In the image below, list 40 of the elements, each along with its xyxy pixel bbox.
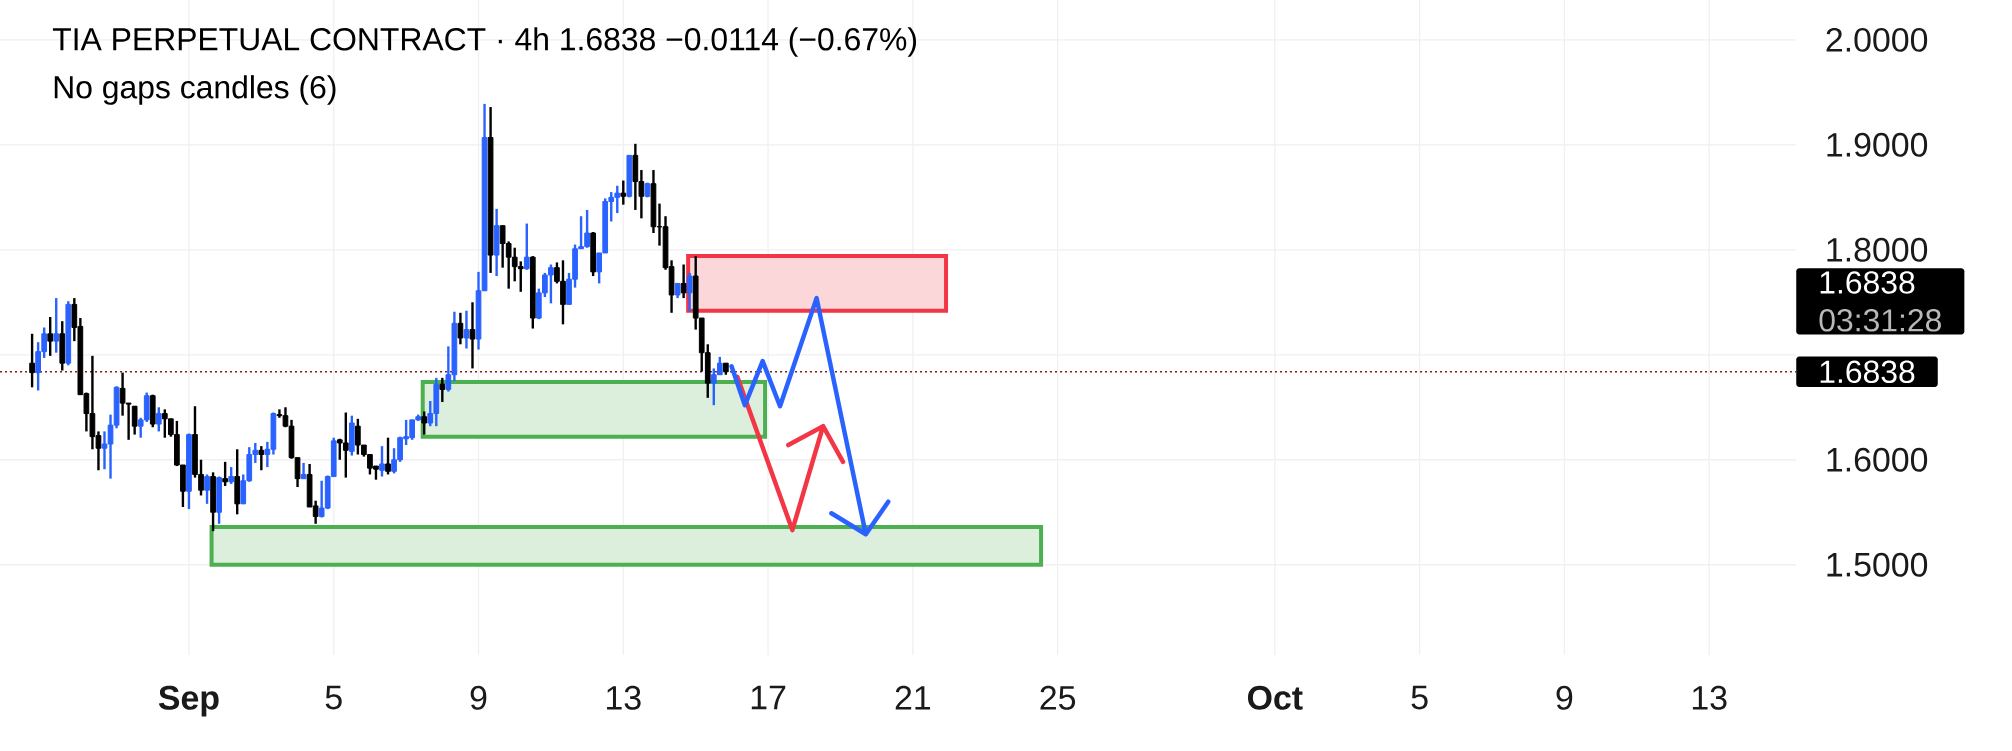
text: No gaps candles (6) — [54, 75, 336, 105]
candlestick — [131, 405, 138, 436]
candlestick — [469, 301, 476, 370]
y-tick-label: 2.0000 — [1826, 27, 1928, 52]
y-tick-label: 1.6000 — [1827, 447, 1928, 472]
x-tick-label: Sep — [158, 685, 219, 717]
y-tick-label: 1.8000 — [1827, 237, 1928, 262]
candlestick — [686, 271, 693, 313]
x-tick-label: 5 — [325, 685, 342, 710]
candlestick — [523, 222, 530, 271]
x-tick-label: 9 — [470, 685, 487, 710]
candlestick — [439, 376, 446, 404]
x-tick-label: 5 — [1411, 685, 1428, 710]
candlestick — [680, 263, 687, 300]
text: 1.6838 — [1820, 271, 1915, 294]
candlestick — [385, 436, 391, 476]
candlestick — [620, 179, 627, 206]
text: 03:31:28 — [1819, 309, 1941, 332]
x-tick-label: 25 — [1040, 685, 1076, 710]
candlestick — [53, 296, 60, 354]
x-tick-label: 13 — [607, 685, 641, 710]
candlestick — [457, 311, 464, 346]
candlestick — [47, 315, 54, 358]
candlestick — [204, 473, 210, 506]
x-tick-label: 17 — [751, 685, 786, 710]
candlestick — [258, 444, 265, 472]
candlestick — [222, 460, 228, 488]
candlestick — [155, 406, 162, 433]
text: TIA PERPETUAL CONTRACT · 4h 1.6838 −0.0114 (−0.67%) — [52, 27, 916, 57]
ref-line-label: 1.6838 — [1820, 360, 1915, 384]
y-tick-label: 1.9000 — [1827, 132, 1928, 157]
candlestick — [379, 444, 385, 478]
x-tick-label: Oct — [1247, 685, 1303, 710]
x-tick-label: 13 — [1692, 685, 1727, 710]
candlestick — [29, 332, 35, 389]
x-tick-label: 21 — [895, 685, 931, 710]
candlestick — [463, 309, 470, 350]
y-tick-label: 1.5000 — [1827, 552, 1928, 577]
x-tick-label: 9 — [1556, 685, 1573, 710]
candlestick — [421, 410, 428, 436]
